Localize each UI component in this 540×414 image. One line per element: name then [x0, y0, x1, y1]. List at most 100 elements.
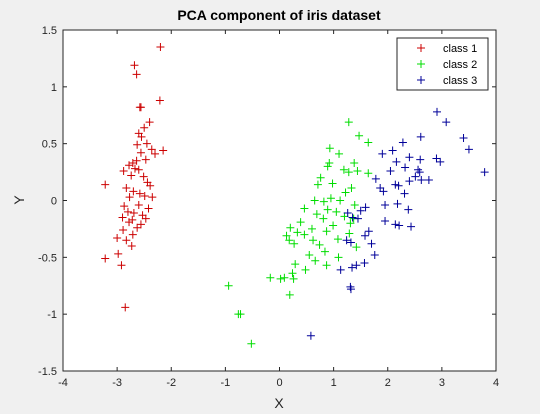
data-point	[312, 210, 321, 219]
x-tick-label: 0	[276, 377, 282, 389]
data-point	[133, 223, 142, 232]
data-point	[360, 259, 369, 268]
data-point	[405, 153, 414, 162]
data-point	[140, 191, 149, 200]
legend-marker	[417, 76, 425, 84]
data-point	[138, 211, 147, 220]
data-point	[404, 205, 413, 214]
data-point	[424, 176, 433, 185]
data-point	[416, 155, 425, 164]
data-point	[319, 214, 328, 223]
data-point	[381, 216, 390, 225]
data-point	[361, 203, 370, 212]
y-axis-label: Y	[11, 195, 27, 205]
data-point	[247, 339, 256, 348]
x-axis-label: X	[274, 395, 284, 411]
data-point	[134, 201, 143, 210]
data-point	[114, 249, 123, 258]
data-point	[125, 161, 134, 170]
data-point	[356, 206, 365, 215]
data-point	[325, 144, 334, 153]
data-point	[145, 118, 154, 127]
data-point	[364, 169, 373, 178]
data-point	[293, 228, 302, 237]
x-tick-label: -2	[166, 377, 176, 389]
data-point	[300, 230, 309, 239]
data-point	[120, 202, 129, 211]
data-point	[392, 157, 401, 166]
data-point	[334, 253, 343, 262]
data-point	[395, 221, 404, 230]
x-tick-label: 4	[493, 377, 499, 389]
data-point	[343, 209, 352, 218]
series-3	[306, 107, 489, 340]
data-point	[347, 183, 356, 192]
data-point	[128, 230, 137, 239]
data-point	[136, 103, 145, 112]
data-point	[353, 214, 362, 223]
data-point	[464, 145, 473, 154]
data-point	[376, 183, 385, 192]
data-point	[320, 247, 329, 256]
data-point	[134, 165, 143, 174]
data-point	[276, 274, 285, 283]
data-point	[130, 164, 139, 173]
data-point	[101, 254, 110, 263]
data-point	[122, 236, 131, 245]
data-point	[378, 149, 387, 158]
data-point	[325, 158, 334, 167]
data-point	[309, 236, 318, 245]
data-point	[151, 149, 160, 158]
data-point	[316, 173, 325, 182]
data-point	[367, 239, 376, 248]
data-point	[300, 204, 309, 213]
data-point	[140, 123, 149, 132]
data-point	[398, 138, 407, 147]
data-point	[323, 205, 332, 214]
data-point	[400, 189, 409, 198]
y-tick-label: 1.5	[42, 25, 57, 37]
data-point	[342, 236, 351, 245]
data-point	[141, 155, 150, 164]
data-point	[436, 157, 445, 166]
data-point	[159, 146, 168, 155]
data-point	[391, 220, 400, 229]
data-point	[394, 181, 403, 190]
series-2	[224, 118, 373, 348]
data-point	[290, 239, 299, 248]
data-point	[127, 241, 136, 250]
data-point	[344, 118, 353, 127]
data-point	[288, 269, 297, 278]
data-point	[348, 213, 357, 222]
data-point	[433, 107, 442, 116]
data-point	[282, 231, 291, 240]
legend-marker	[417, 60, 425, 68]
data-point	[136, 220, 145, 229]
data-point	[350, 158, 359, 167]
data-point	[322, 227, 331, 236]
data-point	[307, 224, 316, 233]
data-point	[315, 240, 324, 249]
data-point	[146, 181, 155, 190]
data-point	[118, 213, 127, 222]
data-point	[117, 261, 126, 270]
data-point	[381, 201, 390, 210]
data-point	[332, 207, 341, 216]
data-point	[301, 265, 310, 274]
data-point	[393, 199, 402, 208]
data-point	[266, 273, 275, 282]
data-point	[407, 222, 416, 231]
data-point	[135, 189, 144, 198]
data-point	[346, 285, 355, 294]
data-point	[136, 148, 145, 157]
data-point	[224, 281, 233, 290]
data-point	[346, 219, 355, 228]
data-point	[411, 172, 420, 181]
data-point	[319, 197, 328, 206]
data-point	[155, 96, 164, 105]
data-point	[141, 214, 150, 223]
data-point	[285, 290, 294, 299]
data-point	[130, 61, 139, 70]
legend-box	[396, 37, 489, 91]
data-point	[101, 180, 110, 189]
